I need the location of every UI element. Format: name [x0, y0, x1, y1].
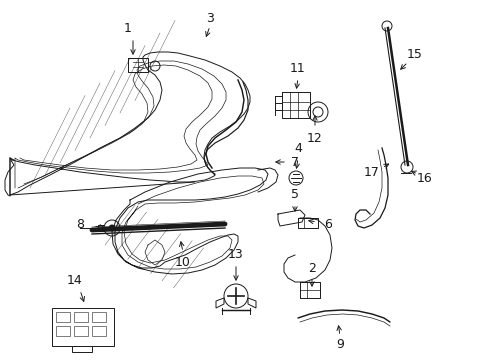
Text: 17: 17	[364, 166, 379, 179]
Text: 11: 11	[289, 62, 305, 75]
Text: 5: 5	[290, 189, 298, 202]
Text: 15: 15	[406, 49, 422, 62]
Text: 2: 2	[307, 261, 315, 274]
Text: 14: 14	[67, 274, 82, 287]
Text: 7: 7	[290, 156, 298, 168]
Circle shape	[109, 225, 115, 231]
Text: 10: 10	[175, 256, 190, 269]
Bar	[92, 312, 106, 322]
Polygon shape	[216, 298, 224, 308]
Text: 8: 8	[76, 219, 84, 231]
Bar	[72, 346, 92, 352]
Text: 9: 9	[335, 338, 343, 351]
Polygon shape	[247, 298, 256, 308]
Bar	[74, 326, 88, 336]
Bar	[74, 312, 88, 322]
Text: 3: 3	[205, 12, 214, 24]
Bar	[92, 326, 106, 336]
Text: 12: 12	[306, 131, 322, 144]
Bar	[52, 308, 114, 346]
Text: 6: 6	[324, 219, 331, 231]
Text: 13: 13	[228, 248, 244, 261]
Text: 16: 16	[416, 171, 432, 184]
Text: 4: 4	[293, 141, 301, 154]
Bar	[56, 312, 70, 322]
Bar	[56, 326, 70, 336]
Text: 1: 1	[124, 22, 132, 35]
